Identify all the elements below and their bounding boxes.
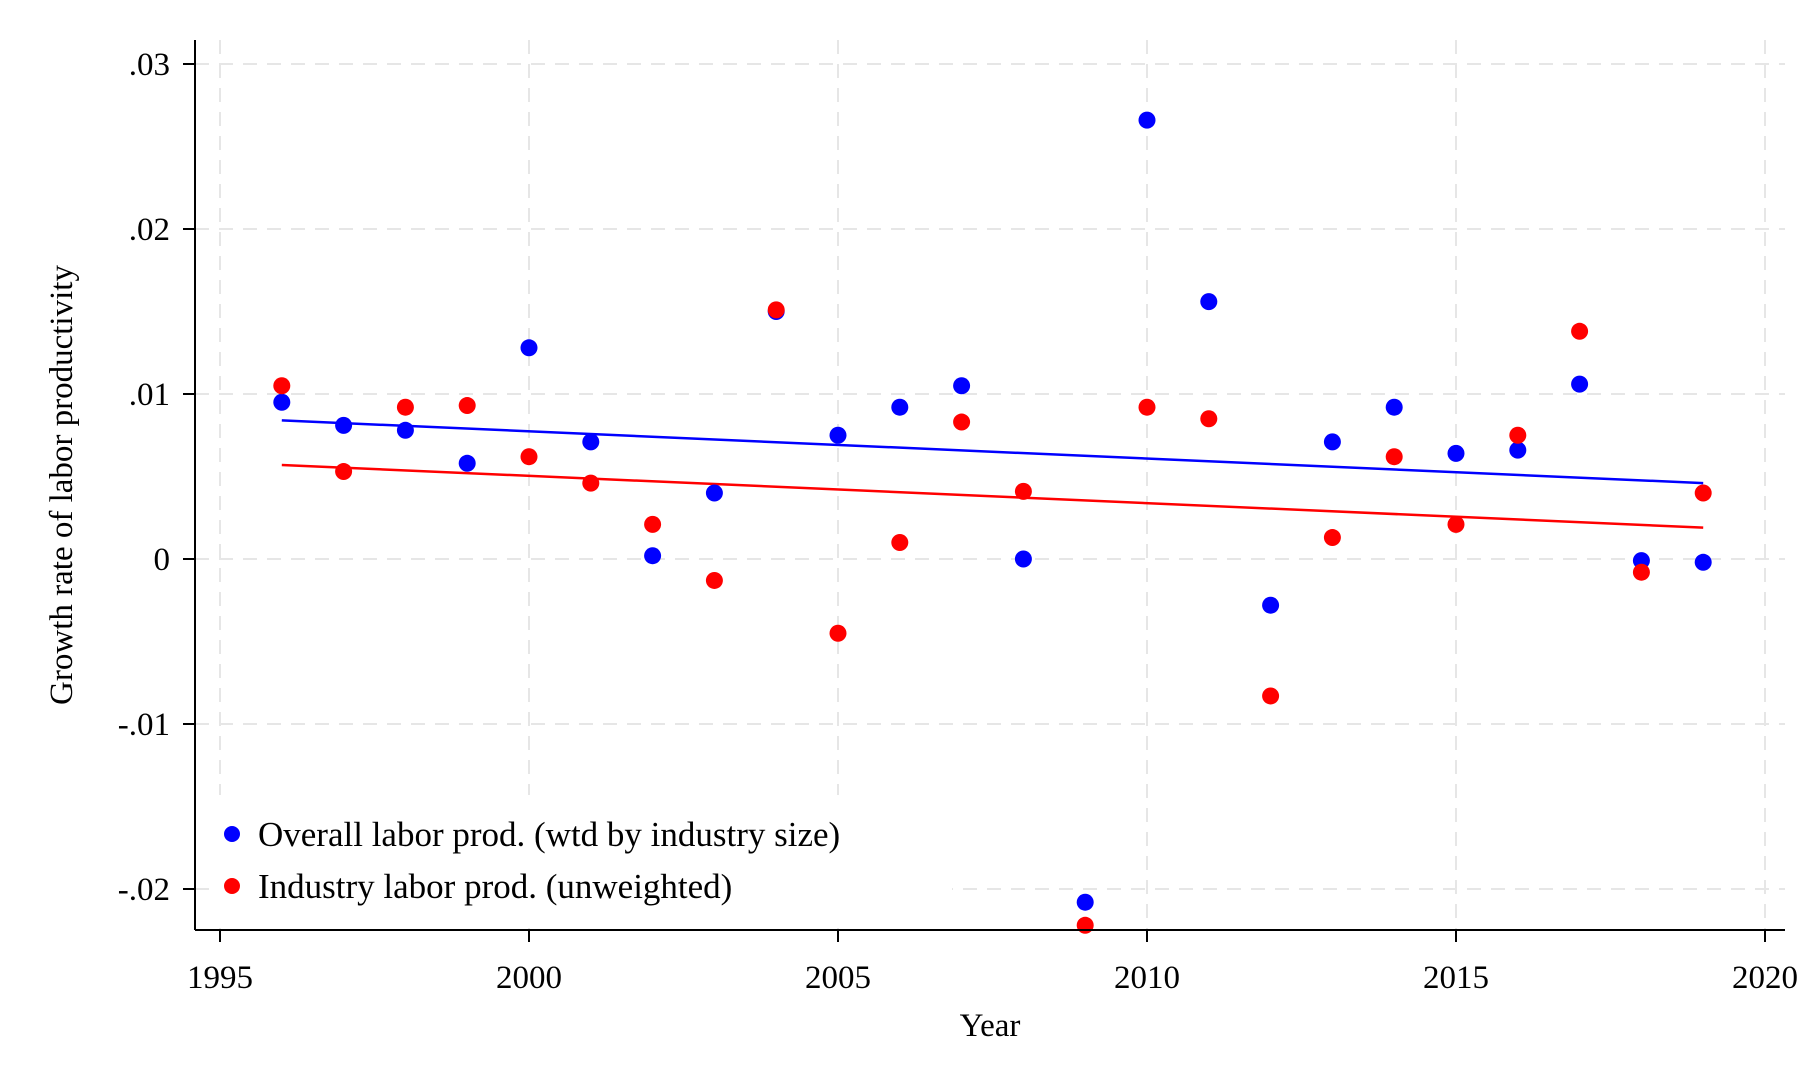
data-point-industry	[520, 448, 538, 466]
data-point-overall	[891, 398, 909, 416]
data-point-overall	[1571, 375, 1589, 393]
data-point-industry	[891, 534, 909, 551]
y-axis-title: Growth rate of labor productivity	[44, 265, 80, 705]
legend-label-overall: Overall labor prod. (wtd by industry siz…	[258, 815, 840, 854]
data-point-overall	[1447, 444, 1465, 462]
y-tick-label: -.01	[118, 707, 170, 743]
x-axis-title: Year	[960, 1008, 1021, 1044]
legend-label-industry: Industry labor prod. (unweighted)	[258, 867, 732, 906]
data-point-overall	[458, 454, 476, 472]
data-point-industry	[273, 377, 291, 395]
data-point-overall	[335, 416, 353, 434]
x-tick-label: 2010	[1114, 960, 1180, 996]
data-point-industry	[1385, 448, 1403, 466]
data-point-industry	[829, 624, 847, 642]
fit-lines	[281, 419, 1704, 529]
x-tick-label: 2020	[1732, 960, 1798, 996]
data-point-overall	[273, 393, 291, 411]
x-tick-label: 2015	[1423, 960, 1489, 996]
legend-marker-overall	[224, 826, 240, 842]
y-tick-label: .01	[129, 377, 170, 413]
data-point-overall	[396, 421, 414, 439]
data-point-industry	[1509, 426, 1527, 444]
data-point-industry	[396, 398, 414, 416]
x-tick-label: 2005	[805, 960, 871, 996]
x-tick-label: 1995	[187, 960, 253, 996]
data-point-industry	[767, 301, 785, 319]
data-point-overall	[1200, 293, 1218, 311]
data-point-industry	[458, 397, 476, 415]
data-points	[273, 111, 1712, 934]
data-point-overall	[953, 377, 971, 395]
fit-line-industry	[281, 463, 1704, 529]
fit-line-overall	[281, 419, 1704, 485]
data-point-overall	[1014, 550, 1032, 568]
y-tick-label: 0	[154, 542, 171, 578]
axes	[194, 40, 1785, 931]
data-point-industry	[1076, 916, 1094, 934]
data-point-industry	[1571, 322, 1589, 340]
data-point-industry	[644, 515, 662, 533]
data-point-industry	[1138, 398, 1156, 416]
data-point-industry	[1200, 410, 1218, 428]
data-point-industry	[335, 463, 353, 481]
y-axis-ticks: -.02 -.01 0 .01 .02 .03	[118, 47, 195, 908]
data-point-overall	[1385, 398, 1403, 416]
x-axis-ticks: 1995 2000 2005 2010 2015 2020	[187, 930, 1798, 996]
data-point-industry	[1323, 529, 1341, 547]
data-point-overall	[1694, 553, 1712, 571]
data-point-industry	[582, 474, 600, 492]
data-point-industry	[1694, 484, 1712, 502]
data-point-overall	[520, 339, 538, 357]
data-point-overall	[582, 433, 600, 451]
legend-marker-industry	[224, 878, 240, 894]
data-point-overall	[829, 426, 847, 444]
data-point-overall	[1138, 111, 1156, 129]
data-point-overall	[1076, 893, 1094, 911]
data-point-overall	[1262, 596, 1280, 614]
y-tick-label: .03	[129, 47, 170, 83]
data-point-industry	[1262, 687, 1280, 705]
legend-background	[212, 795, 952, 925]
y-tick-label: .02	[129, 212, 170, 248]
data-point-industry	[953, 413, 971, 431]
data-point-overall	[1509, 441, 1527, 459]
data-point-industry	[1447, 515, 1465, 533]
data-point-industry	[705, 571, 723, 589]
data-point-overall	[705, 484, 723, 502]
legend: Overall labor prod. (wtd by industry siz…	[212, 795, 952, 925]
y-tick-label: -.02	[118, 872, 170, 908]
data-point-overall	[644, 547, 662, 565]
data-point-industry	[1632, 563, 1650, 581]
x-tick-label: 2000	[496, 960, 562, 996]
data-point-industry	[1014, 482, 1032, 500]
data-point-overall	[1323, 433, 1341, 451]
